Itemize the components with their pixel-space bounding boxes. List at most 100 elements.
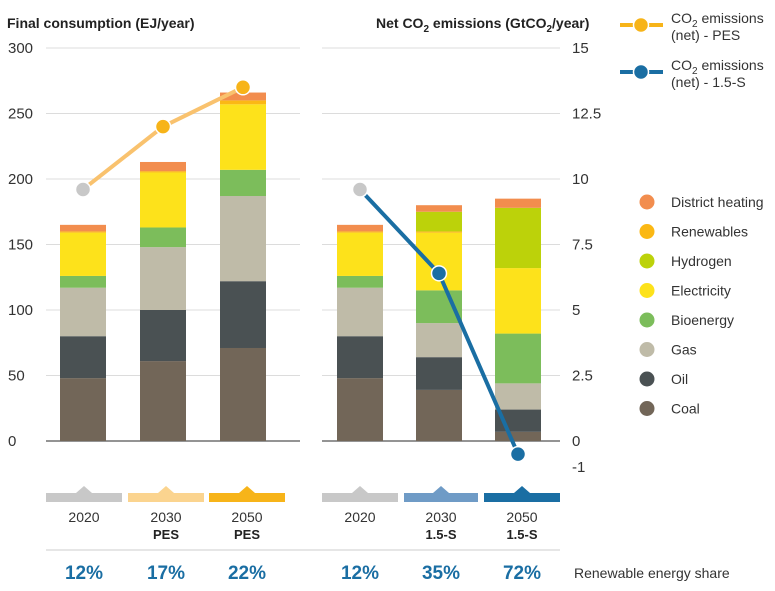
scenario-strip-arrow: [76, 486, 92, 493]
right-axis-title: Net CO2 emissions (GtCO2/year): [376, 15, 589, 35]
bar-segment-renewables: [140, 171, 186, 173]
scenario-strip: [128, 493, 204, 502]
co2-point-pes: [154, 118, 172, 135]
bar-segment-hydrogen: [495, 207, 541, 269]
legend-label: Bioenergy: [671, 312, 734, 328]
right-axis-title-part: Net CO: [376, 15, 424, 31]
scenario-sub-label: 1.5-S: [425, 527, 456, 542]
scenario-year-label: 2030: [150, 509, 181, 525]
right-axis-title-part: /year): [552, 15, 589, 31]
legend-line-label-part: emissions: [698, 57, 764, 73]
bar-segment-bioenergy: [495, 333, 541, 384]
legend-label: Oil: [671, 371, 688, 387]
legend-swatch-gas: [639, 342, 655, 357]
left-tick-label: 50: [8, 368, 25, 385]
bar-segment-gas: [220, 196, 266, 282]
scenario-strip: [322, 493, 398, 502]
scenario-strip: [209, 493, 285, 502]
bar-segment-coal: [60, 378, 106, 441]
bar-segment-oil: [60, 336, 106, 379]
bar-segment-gas: [495, 383, 541, 410]
bar-segment-coal: [140, 361, 186, 441]
bar-segment-district-heating: [60, 224, 106, 232]
legend-line-label-part: emissions: [698, 10, 764, 26]
legend-swatch-coal: [639, 401, 655, 416]
bar-segment-bioenergy: [60, 275, 106, 288]
renewable-share-label: Renewable energy share: [574, 565, 730, 581]
right-tick-label: -1: [572, 459, 585, 476]
legend-label: Coal: [671, 401, 700, 417]
bar-segment-oil: [337, 336, 383, 379]
bar-segment-district-heating: [495, 198, 541, 208]
co2-point-1-5s: [430, 265, 448, 282]
scenario-sub-label: 1.5-S: [506, 527, 537, 542]
bar-segment-district-heating: [416, 205, 462, 212]
right-tick-label: 15: [572, 40, 589, 57]
scenario-strip: [484, 493, 560, 502]
renewable-share-value: 12%: [65, 563, 103, 584]
legend-line-label-part: 2: [692, 19, 698, 30]
left-tick-label: 0: [8, 433, 16, 450]
legend-line-label-part: CO: [671, 10, 692, 26]
scenario-strip-arrow: [433, 486, 449, 493]
scenario-year-label: 2030: [425, 509, 456, 525]
bar-segment-coal: [495, 431, 541, 441]
renewable-share-value: 12%: [341, 563, 379, 584]
bar-segment-electricity: [495, 268, 541, 334]
scenario-year-label: 2050: [231, 509, 262, 525]
legend-line-label: CO2 emissions: [671, 57, 764, 77]
legend-label: Gas: [671, 342, 697, 358]
legend-label: Electricity: [671, 283, 731, 299]
scenario-strip-arrow: [514, 486, 530, 493]
bar-segment-renewables: [416, 231, 462, 233]
bar-segment-gas: [337, 287, 383, 337]
scenario-year-label: 2050: [506, 509, 537, 525]
left-tick-label: 100: [8, 302, 33, 319]
scenario-strip-arrow: [352, 486, 368, 493]
bar-segment-electricity: [337, 232, 383, 276]
legend-swatch-oil: [639, 371, 655, 387]
bar-segment-bioenergy: [220, 169, 266, 197]
bar-segment-electricity: [140, 172, 186, 228]
left-tick-label: 250: [8, 106, 33, 123]
co2-point-pes: [234, 79, 252, 96]
bar-segment-bioenergy: [140, 227, 186, 248]
bar-segment-renewables: [60, 231, 106, 233]
right-tick-label: 7.5: [572, 237, 593, 254]
bar-segment-district-heating: [337, 224, 383, 232]
bar-segment-renewables: [220, 100, 266, 105]
bar-segment-electricity: [220, 104, 266, 170]
co2-point-1-5s: [351, 181, 369, 198]
left-axis-title: Final consumption (EJ/year): [7, 15, 194, 31]
scenario-sub-label: PES: [234, 527, 260, 542]
renewable-share-value: 72%: [503, 563, 541, 584]
bar-segment-electricity: [416, 232, 462, 291]
bar-segment-bioenergy: [337, 275, 383, 288]
right-axis-title-part: emissions (GtCO: [429, 15, 547, 31]
left-tick-label: 150: [8, 237, 33, 254]
legend-label: Renewables: [671, 224, 748, 240]
legend-swatch-electricity: [639, 283, 655, 298]
bar-segment-gas: [60, 287, 106, 337]
right-tick-label: 2.5: [572, 368, 593, 385]
scenario-strip-arrow: [239, 486, 255, 493]
bar-segment-district-heating: [220, 92, 266, 101]
co2-point-1-5s: [509, 445, 527, 463]
legend-line-label: CO2 emissions: [671, 10, 764, 30]
bar-segment-oil: [416, 357, 462, 390]
legend-line-marker: [632, 16, 650, 34]
legend-line-label-part: 2: [692, 66, 698, 77]
left-tick-label: 200: [8, 171, 33, 188]
bar-segment-hydrogen: [416, 211, 462, 232]
legend-swatch-bioenergy: [639, 312, 655, 328]
legend-swatch-district-heating: [639, 194, 655, 210]
renewable-share-value: 17%: [147, 563, 185, 584]
scenario-strip-arrow: [158, 486, 174, 493]
scenario-strip: [46, 493, 122, 502]
right-axis-title-part: 2: [423, 24, 429, 35]
legend-label: District heating: [671, 194, 764, 210]
scenario-strip: [404, 493, 478, 502]
legend-line-label-part: CO: [671, 57, 692, 73]
co2-point-pes: [74, 181, 92, 198]
